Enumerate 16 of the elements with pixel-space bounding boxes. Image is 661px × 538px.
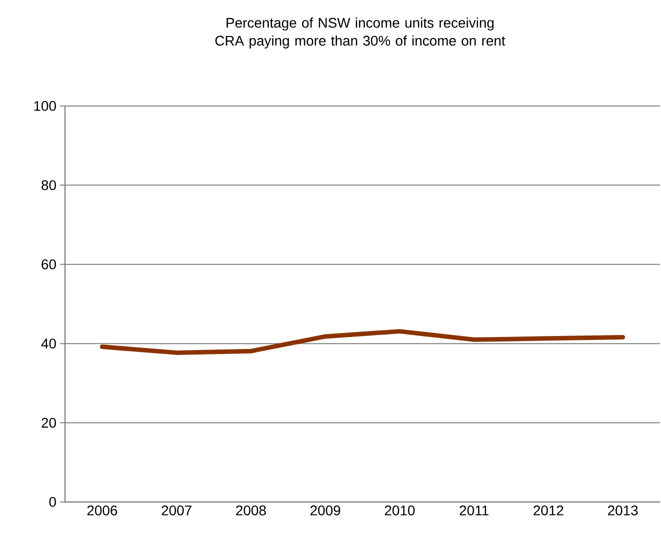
x-tick-label: 2007: [162, 505, 192, 516]
y-tick-label: 80: [42, 180, 56, 190]
y-tick-label: 40: [41, 338, 56, 349]
y-tick-label: 100: [34, 101, 56, 111]
x-tick-label: 2010: [384, 505, 415, 516]
x-tick-label: 2012: [534, 505, 564, 516]
x-tick-label: 2011: [460, 505, 488, 516]
y-tick-label: 20: [42, 418, 56, 428]
x-tick-label: 2006: [87, 505, 118, 516]
y-tick-label: 60: [42, 259, 56, 270]
line-series: [100, 329, 626, 355]
y-tick-label: 0: [49, 497, 56, 507]
x-tick-label: 2008: [236, 505, 266, 516]
x-tick-label: 2013: [608, 505, 638, 516]
chart-title: Percentage of NSW income units receiving CRA paying more than 30% of income on rent: [215, 18, 506, 48]
x-tick-label: 2009: [310, 505, 340, 516]
